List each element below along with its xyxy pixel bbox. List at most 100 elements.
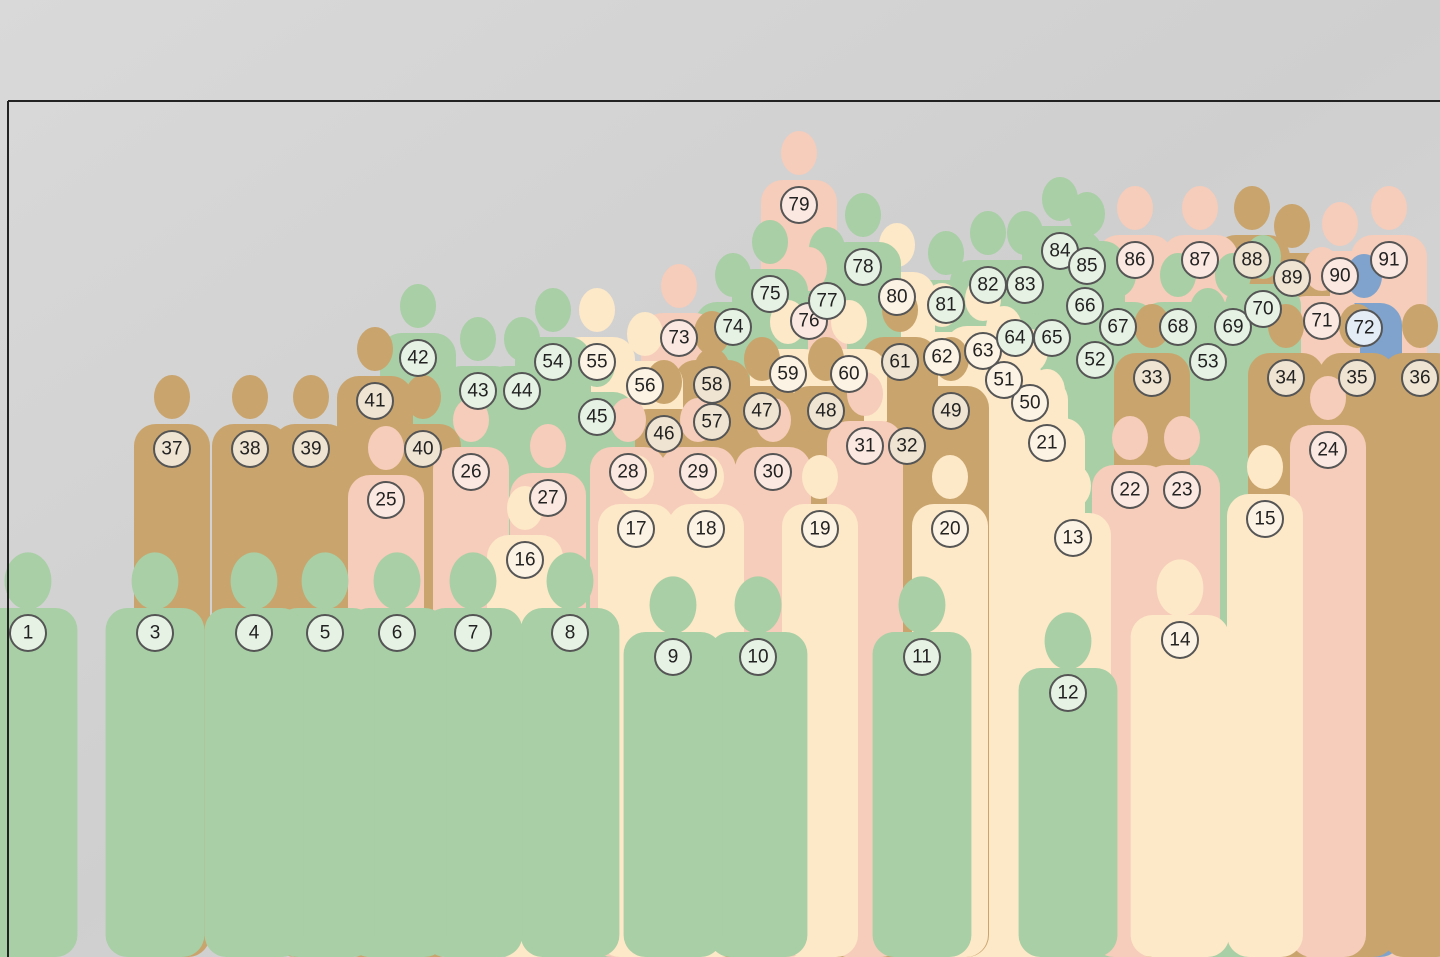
marker[interactable]: 34 [1268,360,1304,396]
marker-label[interactable]: 30 [762,462,783,483]
marker-label[interactable]: 62 [931,347,952,368]
marker[interactable]: 15 [1247,501,1283,537]
marker-label[interactable]: 67 [1107,317,1128,338]
marker[interactable]: 20 [932,511,968,547]
marker[interactable]: 48 [808,393,844,429]
marker-label[interactable]: 15 [1254,509,1275,530]
marker[interactable]: 9 [655,639,691,675]
marker-label[interactable]: 28 [617,462,638,483]
marker-label[interactable]: 20 [939,519,960,540]
marker[interactable]: 3 [137,615,173,651]
marker[interactable]: 16 [507,542,543,578]
marker[interactable]: 71 [1304,303,1340,339]
marker-label[interactable]: 18 [695,519,716,540]
marker[interactable]: 17 [618,511,654,547]
marker[interactable]: 75 [752,276,788,312]
marker[interactable]: 63 [965,333,1001,369]
marker-label[interactable]: 56 [634,376,655,397]
marker[interactable]: 61 [882,344,918,380]
marker-label[interactable]: 39 [300,439,321,460]
marker[interactable]: 7 [455,615,491,651]
marker-label[interactable]: 41 [364,391,385,412]
marker[interactable]: 32 [889,428,925,464]
marker-label[interactable]: 21 [1036,433,1057,454]
marker[interactable]: 36 [1402,360,1438,396]
marker-label[interactable]: 63 [972,341,993,362]
marker[interactable]: 74 [715,309,751,345]
marker[interactable]: 45 [579,399,615,435]
marker-label[interactable]: 8 [565,623,576,644]
marker[interactable]: 26 [453,454,489,490]
marker[interactable]: 64 [997,320,1033,356]
marker[interactable]: 8 [552,615,588,651]
marker[interactable]: 60 [831,356,867,392]
marker[interactable]: 49 [933,393,969,429]
marker-label[interactable]: 81 [935,295,956,316]
marker[interactable]: 10 [740,639,776,675]
marker[interactable]: 87 [1182,242,1218,278]
marker[interactable]: 1 [10,615,46,651]
marker[interactable]: 47 [744,393,780,429]
marker-label[interactable]: 89 [1281,268,1302,289]
marker-label[interactable]: 48 [815,401,836,422]
marker-label[interactable]: 46 [653,424,674,445]
marker-label[interactable]: 86 [1124,250,1145,271]
marker[interactable]: 38 [232,431,268,467]
marker[interactable]: 62 [924,339,960,375]
marker-label[interactable]: 44 [511,381,533,402]
marker-label[interactable]: 72 [1353,318,1374,339]
marker[interactable]: 4 [236,615,272,651]
marker-label[interactable]: 37 [161,439,182,460]
marker[interactable]: 52 [1077,342,1113,378]
marker-label[interactable]: 79 [788,195,809,216]
marker[interactable]: 81 [928,287,964,323]
marker[interactable]: 41 [357,383,393,419]
marker[interactable]: 46 [646,416,682,452]
marker[interactable]: 6 [379,615,415,651]
marker[interactable]: 78 [845,249,881,285]
marker-label[interactable]: 31 [854,436,875,457]
marker[interactable]: 91 [1371,242,1407,278]
marker-label[interactable]: 23 [1171,480,1192,501]
marker-label[interactable]: 14 [1169,630,1191,651]
marker-label[interactable]: 83 [1014,275,1035,296]
marker-label[interactable]: 52 [1084,350,1105,371]
marker[interactable]: 59 [770,356,806,392]
marker-label[interactable]: 9 [668,647,679,668]
marker[interactable]: 33 [1134,360,1170,396]
marker[interactable]: 82 [970,267,1006,303]
marker-label[interactable]: 25 [375,490,396,511]
marker[interactable]: 85 [1069,248,1105,284]
marker-label[interactable]: 38 [239,439,260,460]
marker-label[interactable]: 4 [249,623,260,644]
marker[interactable]: 77 [809,283,845,319]
marker-label[interactable]: 77 [816,291,837,312]
marker-label[interactable]: 47 [751,401,772,422]
marker-label[interactable]: 42 [407,348,428,369]
marker-label[interactable]: 50 [1019,393,1040,414]
marker[interactable]: 68 [1160,309,1196,345]
marker[interactable]: 25 [368,482,404,518]
marker[interactable]: 79 [781,187,817,223]
marker[interactable]: 40 [405,431,441,467]
marker-label[interactable]: 5 [320,623,331,644]
marker-label[interactable]: 40 [412,439,433,460]
marker[interactable]: 54 [535,344,571,380]
marker-label[interactable]: 32 [896,436,917,457]
marker[interactable]: 37 [154,431,190,467]
marker-label[interactable]: 12 [1057,683,1078,704]
marker-label[interactable]: 33 [1141,368,1162,389]
marker[interactable]: 35 [1339,360,1375,396]
marker[interactable]: 28 [610,454,646,490]
marker-label[interactable]: 88 [1241,250,1262,271]
marker[interactable]: 70 [1245,291,1281,327]
marker[interactable]: 53 [1190,344,1226,380]
marker-label[interactable]: 19 [809,519,830,540]
marker-label[interactable]: 36 [1409,368,1430,389]
marker-label[interactable]: 74 [722,317,744,338]
marker[interactable]: 39 [293,431,329,467]
marker-label[interactable]: 24 [1317,440,1339,461]
marker-label[interactable]: 91 [1378,250,1399,271]
marker[interactable]: 29 [680,454,716,490]
marker[interactable]: 14 [1162,622,1198,658]
